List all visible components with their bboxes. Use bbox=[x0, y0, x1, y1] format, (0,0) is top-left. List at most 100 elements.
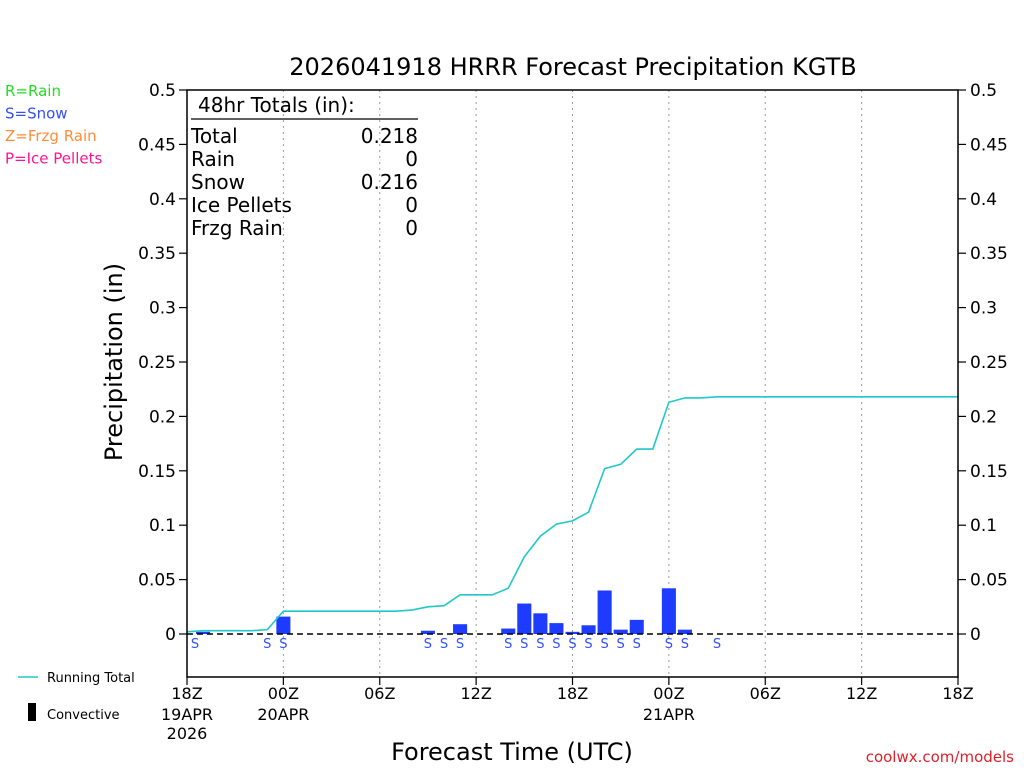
ptype-marker: S bbox=[456, 637, 464, 652]
x-tick-label: 06Z bbox=[750, 684, 781, 703]
convective-legend-swatch bbox=[28, 703, 36, 721]
y-tick-label-right: 0.3 bbox=[970, 299, 997, 319]
x-tick-label: 12Z bbox=[846, 684, 877, 703]
y-tick-label-left: 0.35 bbox=[138, 244, 176, 264]
ptype-marker: S bbox=[440, 637, 448, 652]
y-tick-label-right: 0.35 bbox=[970, 244, 1008, 264]
ptype-marker: S bbox=[520, 637, 528, 652]
totals-header: 48hr Totals (in): bbox=[198, 93, 355, 117]
totals-row-value: 0 bbox=[405, 147, 418, 171]
y-tick-label-right: 0.45 bbox=[970, 135, 1008, 155]
totals-row-label: Ice Pellets bbox=[191, 193, 292, 217]
x-tick-sublabel: 2026 bbox=[167, 724, 208, 743]
y-tick-label-right: 0.15 bbox=[970, 462, 1008, 482]
y-tick-label-left: 0 bbox=[165, 625, 176, 645]
ptype-marker: S bbox=[263, 637, 271, 652]
ptype-marker: S bbox=[713, 637, 721, 652]
running-total-legend-label: Running Total bbox=[47, 671, 135, 686]
ptype-marker: S bbox=[568, 637, 576, 652]
totals-box: 48hr Totals (in): Total 0.218 Rain 0 Snow 0.2… bbox=[190, 93, 418, 240]
credit-text: coolwx.com/models bbox=[866, 748, 1014, 766]
x-tick-label: 18Z bbox=[557, 684, 588, 703]
y-tick-label-right: 0.25 bbox=[970, 353, 1008, 373]
series-legend: Running Total Convective bbox=[18, 671, 135, 723]
ptype-marker: S bbox=[617, 637, 625, 652]
totals-row-value: 0 bbox=[405, 216, 418, 240]
grid-lines bbox=[282, 90, 863, 677]
precip-bar bbox=[565, 631, 580, 634]
x-tick-label: 00Z bbox=[653, 684, 684, 703]
totals-row-value: 0.218 bbox=[361, 124, 418, 148]
precip-bar bbox=[629, 619, 644, 634]
totals-row-label: Snow bbox=[191, 170, 245, 194]
totals-row-label: Frzg Rain bbox=[191, 216, 283, 240]
y-tick-label-left: 0.2 bbox=[149, 407, 176, 427]
ptype-marker: S bbox=[633, 637, 641, 652]
y-axis-label: Precipitation (in) bbox=[100, 263, 128, 461]
y-tick-label-left: 0.15 bbox=[138, 462, 176, 482]
ptype-marker: S bbox=[681, 637, 689, 652]
ptype-marker: S bbox=[600, 637, 608, 652]
y-tick-label-left: 0.1 bbox=[149, 516, 176, 536]
ptype-marker: S bbox=[665, 637, 673, 652]
y-tick-label-right: 0 bbox=[970, 625, 981, 645]
y-axis-left: 0 0.05 0.1 0.15 0.2 0.25 0.3 0.35 0.4 0.45 0.5 bbox=[138, 81, 187, 645]
y-tick-label-right: 0.1 bbox=[970, 516, 997, 536]
precip-bar bbox=[533, 613, 548, 634]
ptype-legend-item: P=Ice Pellets bbox=[5, 150, 102, 168]
ptype-legend-item: Z=Frzg Rain bbox=[5, 127, 97, 145]
ptype-marker: S bbox=[552, 637, 560, 652]
ptype-legend-item: R=Rain bbox=[5, 82, 61, 100]
precip-bar bbox=[661, 588, 676, 634]
precip-bar bbox=[453, 624, 468, 634]
precip-bar bbox=[581, 625, 596, 634]
ptype-marker: S bbox=[504, 637, 512, 652]
ptype-legend-item: S=Snow bbox=[5, 105, 68, 123]
y-tick-label-left: 0.3 bbox=[149, 299, 176, 319]
totals-row-label: Rain bbox=[191, 147, 235, 171]
running-total-line bbox=[186, 396, 958, 633]
ptype-marker: S bbox=[279, 637, 287, 652]
y-tick-label-left: 0.25 bbox=[138, 353, 176, 373]
precip-bars bbox=[196, 588, 692, 634]
x-axis-label: Forecast Time (UTC) bbox=[391, 738, 633, 766]
y-tick-label-left: 0.05 bbox=[138, 571, 176, 591]
convective-legend-label: Convective bbox=[47, 708, 120, 723]
precip-bar bbox=[613, 629, 628, 634]
x-tick-sublabel: 21APR bbox=[643, 705, 695, 724]
precip-bar bbox=[276, 616, 291, 634]
totals-row-value: 0 bbox=[405, 193, 418, 217]
y-tick-label-right: 0.05 bbox=[970, 571, 1008, 591]
x-tick-sublabel: 19APR bbox=[161, 705, 213, 724]
y-tick-label-right: 0.5 bbox=[970, 81, 997, 101]
x-tick-label: 06Z bbox=[364, 684, 395, 703]
y-tick-label-right: 0.4 bbox=[970, 190, 997, 210]
precip-bar bbox=[420, 630, 435, 634]
y-tick-label-left: 0.45 bbox=[138, 135, 176, 155]
totals-row-label: Total bbox=[190, 124, 238, 148]
totals-row-value: 0.216 bbox=[361, 170, 418, 194]
y-axis-right: 0 0.05 0.1 0.15 0.2 0.25 0.3 0.35 0.4 0.45 0.5 bbox=[958, 81, 1008, 645]
ptype-legend: R=Rain S=Snow Z=Frzg Rain P=Ice Pellets bbox=[5, 82, 102, 168]
ptype-marker: S bbox=[191, 637, 199, 652]
precip-bar bbox=[677, 629, 692, 634]
x-tick-label: 12Z bbox=[460, 684, 491, 703]
precip-bar bbox=[549, 623, 564, 634]
x-tick-sublabel: 20APR bbox=[257, 705, 309, 724]
y-tick-label-left: 0.5 bbox=[149, 81, 176, 101]
precip-bar bbox=[196, 631, 211, 634]
precip-bar bbox=[517, 603, 532, 634]
x-tick-label: 18Z bbox=[171, 684, 202, 703]
x-tick-label: 00Z bbox=[268, 684, 299, 703]
y-tick-label-left: 0.4 bbox=[149, 190, 176, 210]
precip-bar bbox=[501, 628, 516, 634]
ptype-marker: S bbox=[584, 637, 592, 652]
y-tick-label-right: 0.2 bbox=[970, 407, 997, 427]
ptype-marker: S bbox=[424, 637, 432, 652]
chart-title: 2026041918 HRRR Forecast Precipitation K… bbox=[289, 53, 856, 81]
x-tick-label: 18Z bbox=[942, 684, 973, 703]
precip-bar bbox=[597, 590, 612, 634]
